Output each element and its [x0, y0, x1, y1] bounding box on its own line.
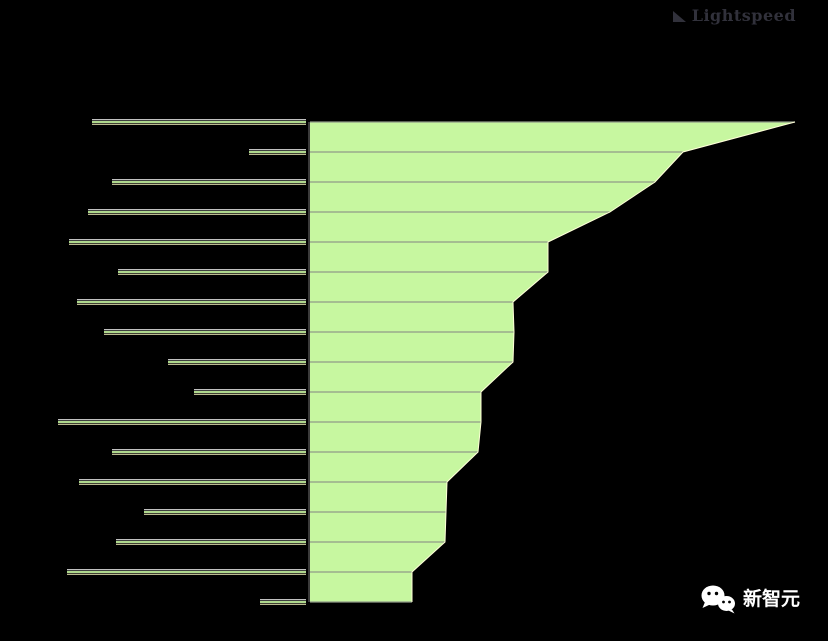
- lightspeed-label: Lightspeed: [691, 6, 796, 25]
- funnel-edge-highlight: [411, 121, 796, 602]
- lightspeed-triangle-icon: [672, 10, 686, 22]
- lightspeed-logo: Lightspeed: [672, 6, 796, 25]
- watermark-label: 新智元: [743, 588, 801, 610]
- wechat-icon: [701, 585, 735, 614]
- wechat-watermark: 新智元: [699, 584, 800, 614]
